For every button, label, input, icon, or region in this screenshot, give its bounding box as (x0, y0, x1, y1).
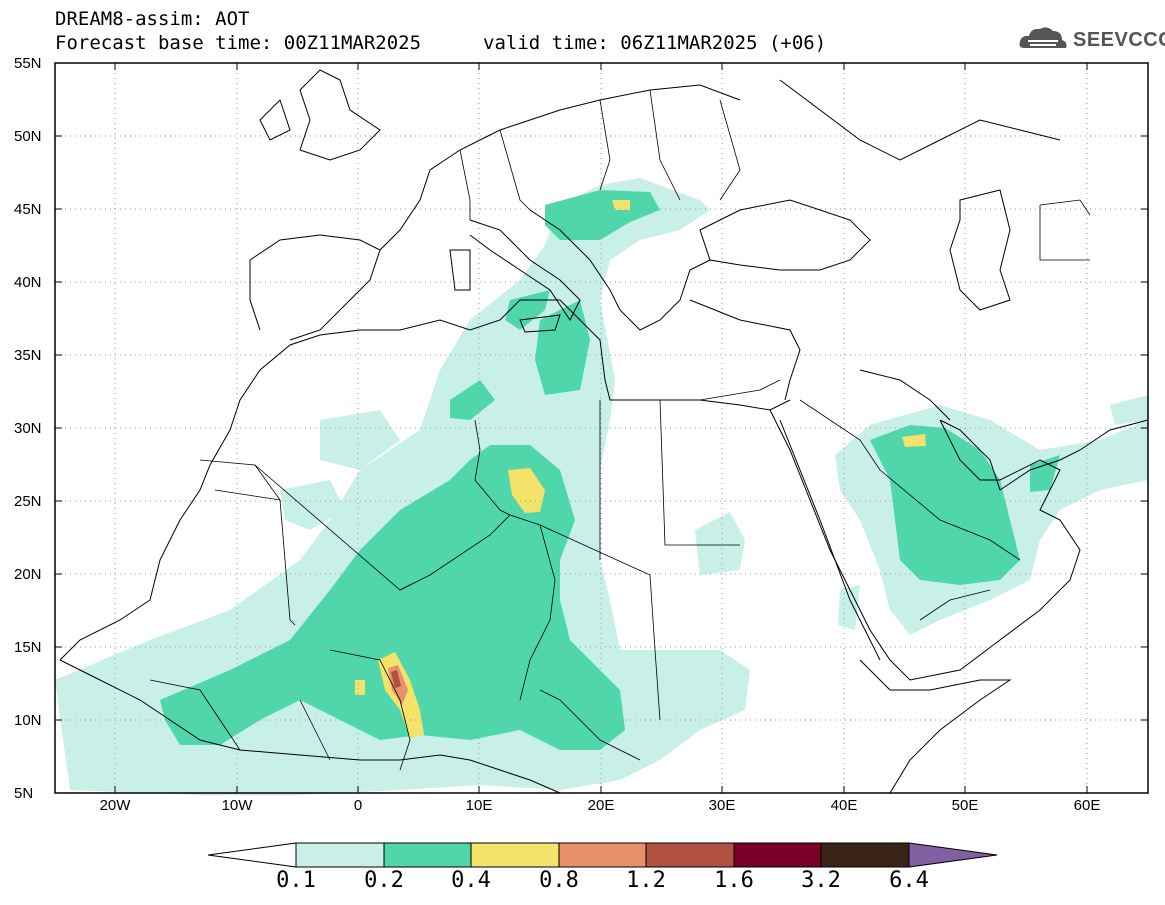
lat-label: 45N (14, 201, 42, 218)
colorbar-segment (470, 842, 560, 868)
lat-label: 20N (14, 566, 42, 583)
cloud-icon (1019, 27, 1067, 48)
lon-label: 50E (951, 797, 979, 814)
axis-ticks (55, 63, 1148, 793)
lon-label: 10E (465, 797, 493, 814)
lat-label: 10N (14, 712, 42, 729)
colorbar-segment-over (908, 842, 998, 868)
grid-lines (55, 63, 1148, 793)
logo-text: SEEVCCC (1073, 29, 1165, 51)
lon-label: 0 (353, 797, 363, 814)
colorbar-label: 0.8 (539, 868, 579, 893)
colorbar-label: 1.6 (714, 868, 754, 893)
lat-label: 30N (14, 420, 42, 437)
colorbar-label: 0.4 (451, 868, 491, 893)
title-valid-time: valid time: 06Z11MAR2025 (+06) (483, 32, 827, 54)
lon-label: 30E (708, 797, 736, 814)
colorbar-segment (295, 842, 385, 868)
colorbar-segment (820, 842, 910, 868)
lat-label: 25N (14, 493, 42, 510)
lat-label: 55N (14, 55, 42, 72)
colorbar-label: 3.2 (801, 868, 841, 893)
lon-label: 40E (830, 797, 858, 814)
colorbar-label: 0.2 (364, 868, 404, 893)
lon-label: 60E (1073, 797, 1101, 814)
lon-label: 10W (221, 797, 253, 814)
lat-label: 40N (14, 274, 42, 291)
colorbar-segment (645, 842, 735, 868)
lat-label: 50N (14, 128, 42, 145)
title-product: DREAM8-assim: AOT (55, 8, 250, 30)
lon-label: 20W (99, 797, 131, 814)
lat-label: 5N (14, 785, 34, 802)
lon-label: 20E (587, 797, 615, 814)
aot-shading (55, 178, 1148, 795)
colorbar-segment-under (207, 842, 297, 868)
colorbar (207, 842, 998, 868)
colorbar-segment (733, 842, 822, 868)
colorbar-label: 1.2 (626, 868, 666, 893)
colorbar-segment (558, 842, 647, 868)
title-base-time: Forecast base time: 00Z11MAR2025 (55, 32, 422, 54)
coastlines (59, 69, 1149, 794)
borders (149, 89, 1091, 771)
lat-label: 35N (14, 347, 42, 364)
colorbar-label: 0.1 (276, 868, 316, 893)
colorbar-segment (383, 842, 472, 868)
colorbar-label: 6.4 (889, 868, 929, 893)
lat-label: 15N (14, 639, 42, 656)
